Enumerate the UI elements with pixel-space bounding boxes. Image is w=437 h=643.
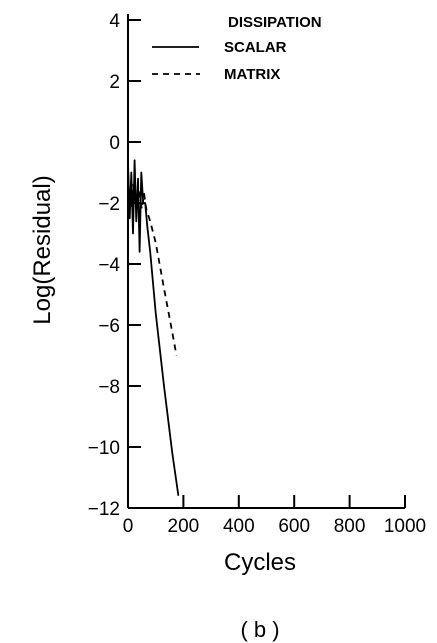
series-line-matrix bbox=[127, 178, 178, 356]
legend-label-scalar: SCALAR bbox=[224, 39, 287, 56]
legend-label-matrix: MATRIX bbox=[224, 66, 280, 83]
series-line-scalar bbox=[127, 159, 180, 496]
y-tick-label: −10 bbox=[88, 438, 120, 459]
y-tick-label: 0 bbox=[109, 133, 120, 154]
y-tick-label: −8 bbox=[98, 377, 120, 398]
plot-area bbox=[127, 159, 180, 496]
y-axis-title: Log(Residual) bbox=[29, 175, 56, 324]
x-tick-label: 200 bbox=[168, 516, 200, 537]
x-tick-label: 1000 bbox=[384, 516, 426, 537]
x-tick-label: 800 bbox=[334, 516, 366, 537]
y-tick-label: 2 bbox=[109, 72, 120, 93]
legend-title: DISSIPATION bbox=[228, 14, 322, 31]
x-tick-label: 0 bbox=[123, 516, 134, 537]
y-tick-label: −12 bbox=[88, 499, 120, 520]
x-axis-title: Cycles bbox=[224, 549, 296, 576]
y-tick-label: −6 bbox=[98, 316, 120, 337]
x-tick-label: 600 bbox=[278, 516, 310, 537]
panel-label: ( b ) bbox=[240, 617, 279, 642]
y-tick-label: −2 bbox=[98, 194, 120, 215]
y-tick-label: −4 bbox=[98, 255, 120, 276]
x-axis: 0 200 400 600 800 1000 bbox=[123, 495, 426, 537]
legend: DISSIPATION SCALAR MATRIX bbox=[152, 14, 322, 83]
y-axis: 4 2 0 −2 −4 −6 −8 −10 −12 bbox=[88, 11, 141, 520]
x-tick-label: 400 bbox=[223, 516, 255, 537]
y-tick-label: 4 bbox=[109, 11, 120, 32]
